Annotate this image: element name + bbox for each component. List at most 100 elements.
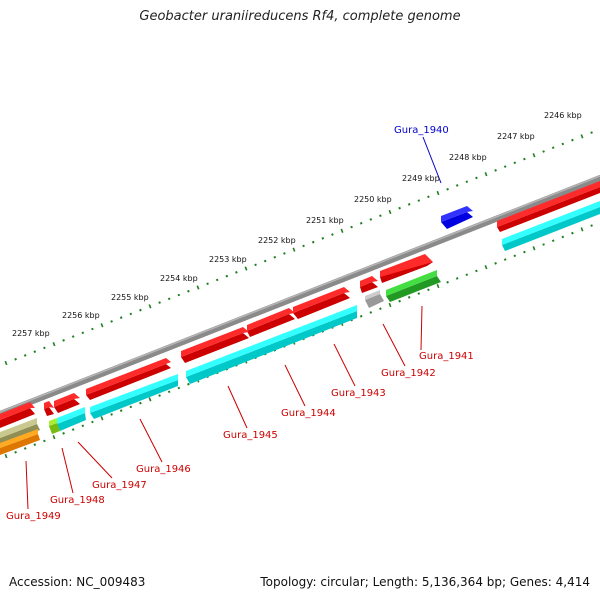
minor-tick — [503, 258, 507, 261]
gene-gura-1944[interactable] — [247, 308, 295, 337]
gene-label-gura-1948[interactable]: Gura_1948 — [50, 495, 105, 506]
minor-tick — [215, 278, 219, 282]
minor-tick — [273, 255, 277, 259]
gene-gura-1943[interactable] — [293, 287, 350, 319]
minor-tick — [167, 297, 171, 301]
gene-inner-lime[interactable] — [49, 418, 60, 434]
minor-tick — [110, 413, 113, 416]
minor-tick — [81, 331, 85, 335]
genome-backbone — [0, 174, 600, 418]
minor-tick — [417, 199, 421, 202]
minor-tick — [33, 350, 37, 353]
minor-tick — [23, 354, 27, 357]
minor-tick — [446, 187, 449, 191]
major-tick — [532, 246, 536, 251]
gene-gura-1941[interactable] — [380, 254, 433, 283]
minor-tick — [359, 221, 363, 225]
gene-gura-1946[interactable] — [86, 358, 171, 400]
gene-label-gura-1949[interactable]: Gura_1949 — [6, 511, 61, 522]
minor-tick — [129, 405, 133, 409]
gene-right-edge-red[interactable] — [497, 181, 600, 232]
minor-tick — [23, 447, 27, 450]
gene-gura-1948[interactable] — [44, 401, 54, 416]
minor-tick — [283, 252, 286, 255]
gene-label-gura-1940[interactable]: Gura_1940 — [394, 125, 449, 136]
gene-label-gura-1943[interactable]: Gura_1943 — [331, 388, 386, 399]
major-tick — [484, 265, 488, 270]
minor-tick — [542, 243, 545, 246]
minor-tick — [417, 292, 421, 295]
minor-tick — [33, 443, 37, 446]
genome-backbone-highlight — [0, 175, 600, 413]
gene-gura-1949[interactable] — [0, 402, 35, 428]
kbp-label: 2247 kbp — [497, 132, 535, 141]
minor-tick — [494, 262, 497, 265]
minor-tick — [369, 311, 373, 314]
minor-tick — [590, 224, 593, 227]
gene-inner-cyan-3[interactable] — [57, 407, 86, 431]
minor-tick — [465, 180, 469, 184]
minor-tick — [561, 142, 565, 146]
gene-gura-1947[interactable] — [54, 393, 80, 413]
minor-tick — [139, 401, 142, 405]
gene-inner-cyan-1[interactable] — [186, 305, 357, 384]
gene-label-gura-1945[interactable]: Gura_1945 — [223, 430, 278, 441]
gene-label-gura-1942[interactable]: Gura_1942 — [381, 368, 436, 379]
gene-inner-orange[interactable] — [0, 429, 40, 455]
gene-inner-cyan-right[interactable] — [502, 201, 600, 251]
kbp-label: 2256 kbp — [62, 311, 100, 320]
major-tick — [532, 153, 536, 158]
gene-label-gura-1944[interactable]: Gura_1944 — [281, 408, 336, 419]
major-tick — [484, 172, 488, 177]
major-tick — [244, 266, 248, 271]
minor-tick — [311, 240, 315, 244]
minor-tick — [14, 450, 17, 454]
minor-tick — [475, 176, 478, 180]
minor-tick — [225, 274, 229, 278]
minor-tick — [379, 214, 382, 218]
minor-tick — [110, 320, 113, 323]
minor-tick — [551, 239, 555, 243]
topology-text: Topology: circular; Length: 5,136,364 bp… — [260, 575, 590, 589]
minor-tick — [446, 280, 449, 284]
gene-inner-cyan-2[interactable] — [90, 374, 178, 419]
major-tick — [580, 134, 584, 139]
major-tick — [436, 283, 440, 289]
minor-tick — [513, 254, 517, 258]
gene-label-gura-1941[interactable]: Gura_1941 — [419, 351, 474, 362]
minor-tick — [263, 259, 267, 263]
major-tick — [340, 228, 344, 233]
major-tick — [52, 435, 56, 440]
gene-inner-grey[interactable] — [365, 290, 384, 308]
minor-tick — [542, 150, 545, 153]
minor-tick — [350, 225, 353, 229]
gene-track — [0, 181, 600, 455]
kbp-label: 2254 kbp — [160, 274, 198, 283]
kbp-label: 2246 kbp — [544, 111, 582, 120]
minor-tick — [167, 390, 171, 394]
minor-tick — [302, 244, 305, 248]
minor-tick — [369, 218, 373, 221]
gene-gura-1940[interactable] — [441, 206, 473, 229]
gene-label-gura-1946[interactable]: Gura_1946 — [136, 464, 191, 475]
minor-tick — [494, 169, 497, 172]
minor-tick — [551, 146, 555, 150]
kbp-label: 2249 kbp — [402, 174, 440, 183]
kbp-label: 2248 kbp — [449, 153, 487, 162]
minor-tick — [43, 346, 46, 350]
minor-tick — [81, 424, 85, 428]
inner-tick-row — [4, 224, 593, 459]
minor-tick — [455, 184, 459, 187]
minor-tick — [503, 165, 507, 168]
minor-tick — [407, 203, 411, 206]
kbp-label: 2252 kbp — [258, 236, 296, 245]
major-tick — [4, 453, 8, 459]
gene-gura-1945[interactable] — [181, 327, 249, 363]
minor-tick — [379, 307, 382, 311]
gene-label-gura-1947[interactable]: Gura_1947 — [92, 480, 147, 491]
gene-inner-green[interactable] — [386, 270, 441, 302]
major-tick — [580, 227, 584, 232]
gene-gura-1942[interactable] — [360, 276, 378, 293]
